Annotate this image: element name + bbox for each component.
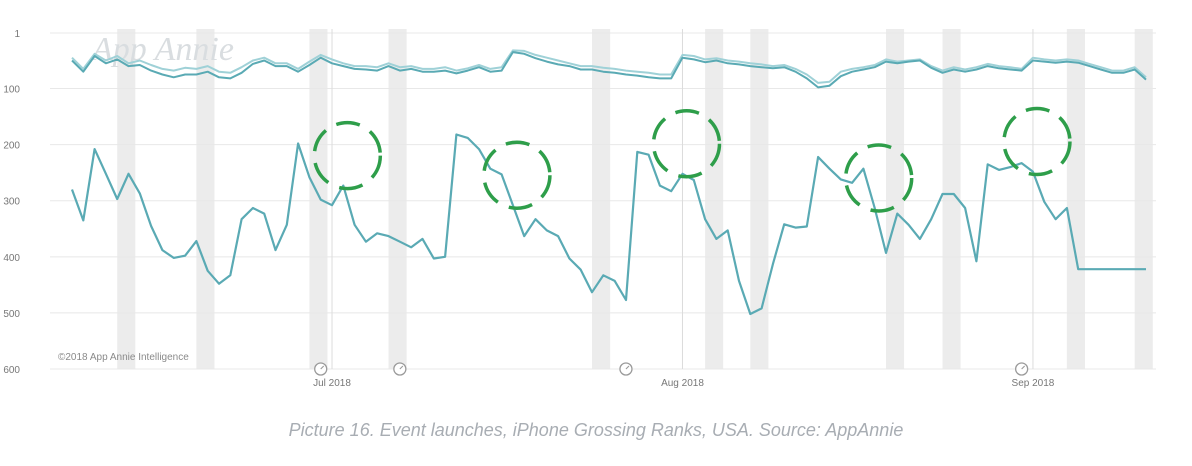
gridlines — [50, 29, 1156, 370]
series-line — [71, 49, 1147, 84]
event-marker-hand — [320, 365, 325, 370]
weekend-band — [196, 29, 215, 369]
event-marker-hand — [399, 365, 404, 370]
series-lines — [70, 49, 1147, 316]
highlight-circle — [843, 143, 914, 213]
x-tick-label: Jul 2018 — [313, 378, 351, 389]
weekend-band — [592, 29, 611, 369]
rank-line-chart: App Annie 1 100 200 300 400 500 600 Jul 2018 Au… — [3, 29, 1156, 389]
y-tick-label: 600 — [3, 365, 20, 376]
weekend-band — [750, 29, 769, 369]
x-tick-label: Aug 2018 — [661, 378, 704, 389]
y-tick-label: 1 — [14, 29, 20, 40]
y-tick-label: 400 — [3, 253, 20, 264]
y-tick-label: 100 — [3, 85, 20, 96]
weekend-band — [309, 29, 328, 369]
weekend-band — [705, 29, 724, 369]
weekend-band — [1134, 29, 1153, 369]
highlight-circle — [482, 140, 552, 210]
figure-caption: Picture 16. Event launches, iPhone Gross… — [288, 420, 904, 440]
y-axis-tick-labels: 1 100 200 300 400 500 600 — [3, 29, 20, 376]
highlight-circle — [651, 109, 722, 179]
weekend-band — [388, 29, 407, 369]
x-tick-label: Sep 2018 — [1012, 378, 1055, 389]
y-tick-label: 500 — [3, 309, 20, 320]
highlight-circles — [312, 106, 1072, 213]
series-line — [70, 133, 1146, 316]
highlight-circle — [312, 120, 383, 191]
event-markers — [314, 362, 1029, 376]
event-marker-hand — [1021, 365, 1026, 370]
x-axis-tick-labels: Jul 2018 Aug 2018 Sep 2018 — [313, 378, 1055, 389]
y-tick-label: 200 — [3, 141, 20, 152]
weekend-band — [117, 29, 136, 369]
event-marker-hand — [625, 365, 630, 370]
y-tick-label: 300 — [3, 197, 20, 208]
series-line — [71, 51, 1147, 89]
weekend-band — [885, 29, 905, 369]
highlight-circle — [1002, 106, 1072, 177]
weekend-bands — [117, 29, 1153, 369]
copyright-text: ©2018 App Annie Intelligence — [58, 352, 189, 363]
weekend-band — [942, 29, 961, 369]
watermark-text: App Annie — [90, 31, 234, 68]
weekend-band — [1066, 29, 1085, 369]
